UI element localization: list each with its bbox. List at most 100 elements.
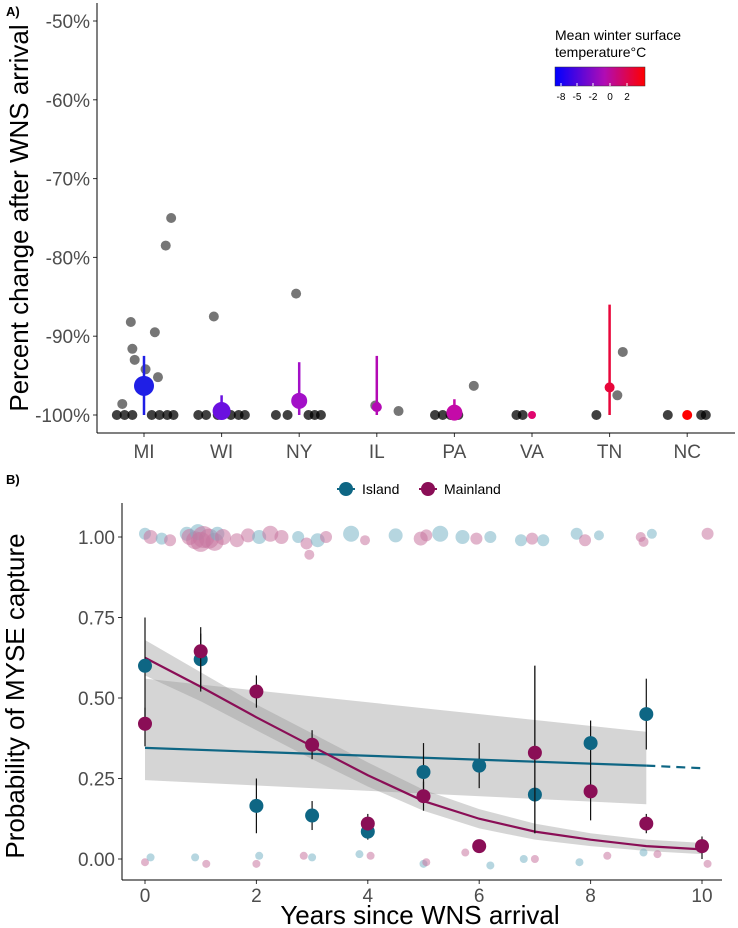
mainland-mean-point — [472, 839, 487, 854]
x-tick-label: WI — [210, 442, 233, 463]
yearly-means — [138, 617, 709, 859]
island-raw-point — [593, 530, 604, 541]
x-tick-label: IL — [369, 442, 385, 463]
state-mean-point — [291, 392, 308, 409]
island-raw-point — [639, 848, 648, 857]
x-tick-label: 10 — [691, 886, 712, 907]
state-mean-point — [212, 402, 231, 421]
y-tick-label: 1.00 — [78, 528, 115, 549]
island-mainland-legend: Island Mainland — [337, 481, 501, 497]
island-fit-line — [144, 746, 647, 767]
site-point — [117, 398, 128, 409]
panel-b-label: B) — [6, 472, 20, 487]
mainland-raw-point — [202, 859, 211, 868]
mainland-raw-point — [143, 530, 158, 544]
colorbar-tick-label: -5 — [573, 92, 582, 103]
colorbar-tick-label: 2 — [624, 92, 630, 103]
panel-a-state-means — [134, 304, 693, 421]
mainland-raw-point — [470, 532, 483, 545]
island-raw-point — [432, 525, 449, 542]
site-point — [146, 410, 157, 420]
mainland-mean-point — [583, 784, 598, 799]
island-mean-point — [472, 758, 487, 773]
panel-b-y-axis-title: Probability of MYSE capture — [0, 533, 30, 858]
site-point — [239, 410, 250, 420]
island-mean-point — [416, 765, 431, 780]
panel-a: A) -50% -60% -70% -80% -90% -100% MI WI NY IL PA V… — [4, 3, 735, 463]
y-tick-label: 0.00 — [78, 850, 115, 871]
state-mean-point — [134, 375, 154, 396]
mainland-mean-point — [305, 737, 320, 752]
state-mean-point — [604, 382, 615, 393]
mainland-raw-point — [638, 536, 649, 547]
island-confidence-ribbon — [145, 678, 647, 805]
panel-a-y-ticks: -50% -60% -70% -80% -90% -100% — [35, 12, 97, 427]
panel-a-y-axis-title: Percent change after WNS arrival — [4, 24, 34, 411]
island-mean-point — [249, 798, 264, 813]
island-raw-point — [292, 531, 305, 543]
colorbar-tick-label: -8 — [557, 92, 566, 103]
island-mean-point — [583, 736, 598, 751]
x-tick-label: NC — [673, 442, 700, 463]
x-tick-label: TN — [597, 442, 622, 463]
island-raw-point — [646, 528, 657, 539]
site-point — [149, 327, 160, 338]
island-mean-point — [138, 658, 152, 673]
island-raw-point — [514, 534, 527, 547]
legend-title-line2: temperature°C — [555, 44, 646, 60]
site-point — [129, 354, 140, 365]
x-tick-label: MI — [133, 442, 154, 463]
island-mean-point — [305, 808, 320, 823]
mainland-raw-point — [530, 855, 539, 863]
island-raw-point — [455, 530, 470, 544]
site-point — [140, 364, 151, 375]
x-tick-label: 2 — [251, 886, 262, 907]
site-point — [282, 410, 293, 420]
legend-title-line1: Mean winter surface — [555, 27, 681, 43]
state-mean-point — [528, 411, 536, 419]
mainland-raw-point — [461, 848, 470, 857]
mainland-mean-point — [527, 745, 542, 760]
site-point — [125, 317, 136, 328]
panel-b-x-axis-title: Years since WNS arrival — [280, 900, 559, 928]
site-point — [700, 410, 711, 420]
mainland-raw-point — [304, 549, 315, 560]
y-tick-label: 0.75 — [78, 609, 115, 630]
colorbar-tick-label: 0 — [607, 92, 613, 103]
temperature-legend: Mean winter surface temperature°C -8 -5 -2… — [554, 27, 681, 103]
mainland-raw-point — [320, 531, 333, 543]
site-point — [393, 406, 404, 417]
legend-mainland-label: Mainland — [444, 481, 501, 497]
y-tick-label: -80% — [46, 248, 90, 269]
island-raw-point — [570, 527, 583, 540]
site-point — [160, 240, 171, 251]
mainland-mean-point — [695, 839, 709, 854]
site-point — [127, 343, 138, 354]
mainland-raw-point — [703, 859, 712, 868]
site-point — [208, 311, 219, 322]
mainland-raw-point — [653, 850, 662, 859]
y-tick-label: -90% — [46, 327, 90, 348]
island-raw-point — [146, 853, 155, 862]
site-point — [119, 410, 130, 420]
state-mean-point — [446, 404, 463, 421]
temperature-colorbar — [554, 66, 646, 87]
island-raw-point — [308, 853, 317, 862]
site-point — [617, 346, 628, 357]
island-raw-point — [486, 861, 495, 870]
y-tick-label: 0.50 — [78, 689, 115, 710]
site-point — [154, 410, 165, 420]
site-point — [193, 410, 204, 420]
colorbar-tick-label: -2 — [589, 92, 598, 103]
island-raw-point — [388, 528, 403, 543]
legend-island-label: Island — [362, 481, 399, 497]
raw-capture-points — [139, 524, 714, 870]
site-point — [612, 390, 623, 401]
island-raw-point — [343, 525, 360, 542]
y-tick-label: -70% — [46, 170, 90, 191]
site-point — [152, 372, 163, 383]
site-point — [127, 410, 138, 420]
mainland-raw-point — [241, 528, 256, 543]
legend-mainland-swatch — [421, 482, 435, 496]
